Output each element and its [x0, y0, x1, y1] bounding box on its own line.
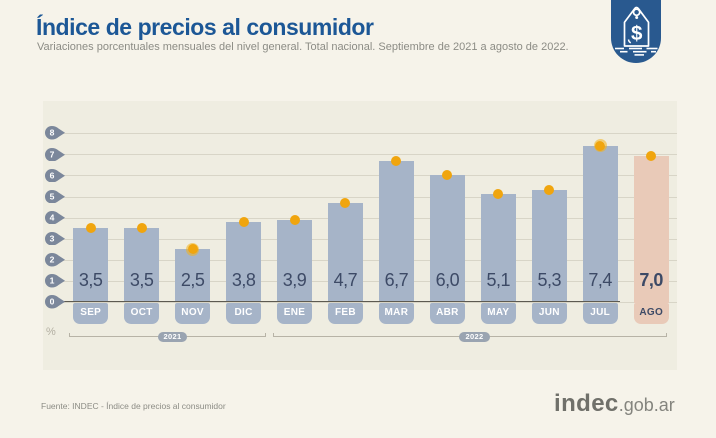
svg-text:5: 5 [50, 191, 55, 201]
svg-text:0: 0 [50, 297, 55, 307]
svg-text:8: 8 [50, 128, 55, 138]
svg-text:1: 1 [50, 276, 55, 286]
svg-text:7: 7 [50, 149, 55, 159]
svg-text:2: 2 [50, 255, 55, 265]
svg-text:6: 6 [50, 170, 55, 180]
svg-text:$: $ [631, 22, 643, 45]
svg-text:4: 4 [50, 212, 55, 222]
svg-text:3: 3 [50, 234, 55, 244]
